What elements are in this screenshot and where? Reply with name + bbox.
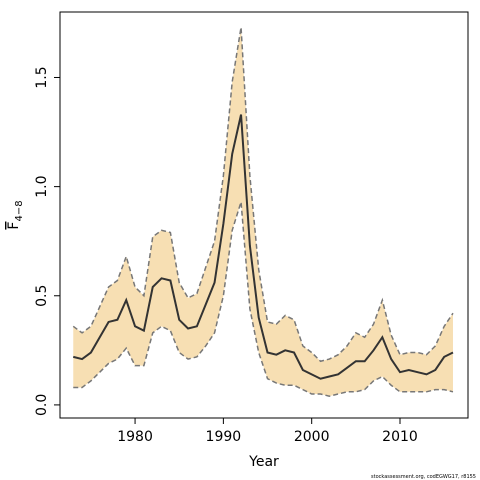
estimate-line bbox=[73, 114, 454, 380]
x-tick-label: 1980 bbox=[117, 429, 153, 445]
y-axis-label: F4−8 bbox=[6, 200, 25, 229]
confidence-band bbox=[73, 27, 453, 397]
x-tick-label: 2010 bbox=[382, 429, 418, 445]
y-label-subscript: 4−8 bbox=[14, 200, 25, 221]
x-axis-label: Year bbox=[248, 454, 279, 470]
footnote: stockassessment.org, codEGWG17, r8155 bbox=[371, 474, 476, 480]
y-tick-label: 1.5 bbox=[34, 66, 50, 88]
plot-frame bbox=[59, 11, 469, 419]
y-label-base: F bbox=[6, 222, 22, 230]
x-tick-label: 1990 bbox=[206, 429, 242, 445]
bound-line bbox=[72, 27, 454, 363]
y-tick-label: 1.0 bbox=[34, 175, 50, 197]
bound-line bbox=[73, 201, 454, 397]
y-tick-label: 0.5 bbox=[34, 285, 50, 307]
y-tick-label: 0.0 bbox=[34, 394, 50, 416]
x-tick-label: 2000 bbox=[294, 429, 330, 445]
